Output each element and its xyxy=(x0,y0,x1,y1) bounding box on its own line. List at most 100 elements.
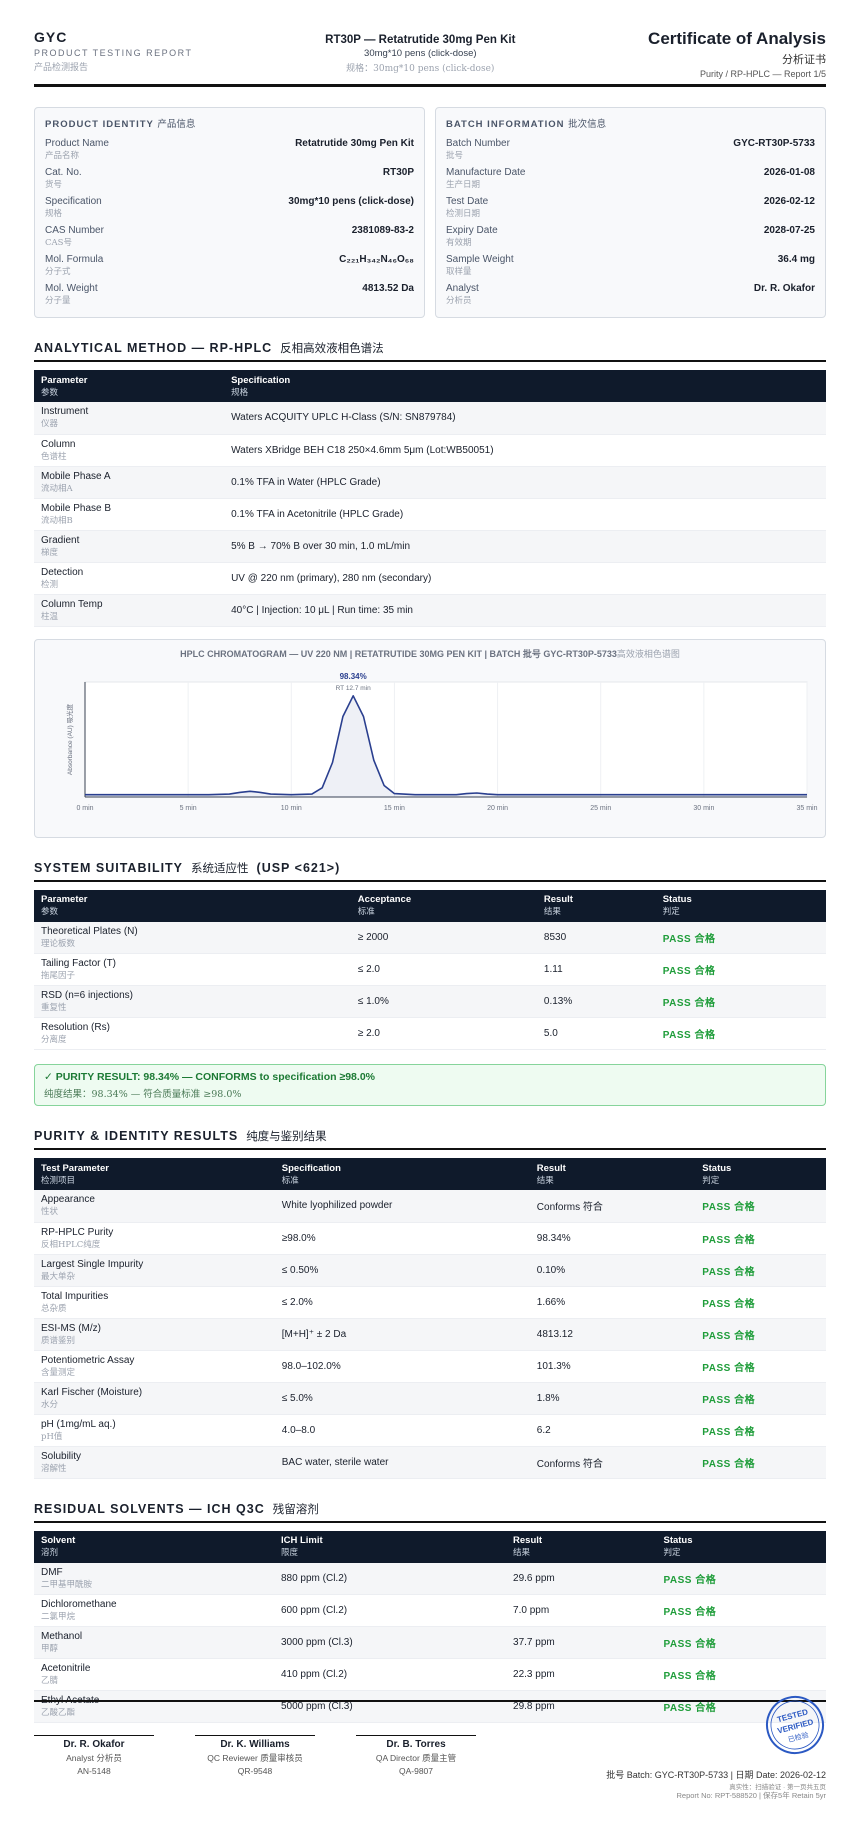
section-title-cn: 系统适应性 xyxy=(191,860,249,875)
cell-label: Total Impurities xyxy=(41,1290,109,1302)
header-cell: Parameter 参数 xyxy=(34,370,225,402)
header-cn: 结果 xyxy=(543,907,561,917)
header-row: Test Parameter 检测项目 Specification 标准 Result 结… xyxy=(34,1158,826,1190)
cell-label: ESI-MS (M/z) xyxy=(41,1322,101,1334)
status: PASS 合格 xyxy=(656,1690,826,1723)
header-cn: 标准 xyxy=(281,1175,299,1186)
cell-label: Methanol xyxy=(41,1631,83,1642)
header-cn: 判定 xyxy=(702,1175,720,1186)
y-axis-label: Absorbance (AU) 吸光度 xyxy=(65,703,74,775)
cell: Waters ACQUITY UPLC H-Class (S/N: SN8797… xyxy=(224,402,826,435)
status: PASS 合格 xyxy=(656,1658,826,1691)
x-tick-label: 30 min xyxy=(693,805,714,812)
status: PASS 合格 xyxy=(695,1190,826,1223)
cell: 98.34% xyxy=(529,1222,696,1255)
cell-label: RP-HPLC Purity xyxy=(41,1226,114,1238)
cell: Tailing Factor (T) 拖尾因子 xyxy=(34,953,351,986)
cell: Appearance 性状 xyxy=(34,1190,275,1223)
table: Parameter 参数 Specification 规格 Instrument 仪器 Wa… xyxy=(34,370,826,627)
info-value: GYC-RT30P-5733 xyxy=(733,138,815,149)
section-heading: RESIDUAL SOLVENTS — ICH Q3C 残留溶剂 xyxy=(34,1501,826,1523)
header-en: Result xyxy=(513,1535,543,1546)
cell: ≤ 0.50% xyxy=(274,1254,530,1287)
info-label-cn: 检测日期 xyxy=(446,209,481,219)
info-label-cn: 分析员 xyxy=(446,296,472,306)
cell: ≤ 5.0% xyxy=(274,1382,530,1415)
cell-label: Mobile Phase B xyxy=(41,502,112,514)
row: Potentiometric Assay 含量测定 98.0–102.0% 101.3… xyxy=(34,1350,826,1383)
document: GYC PRODUCT TESTING REPORT 产品检测报告 RT30P … xyxy=(34,29,826,1723)
section-title: SYSTEM SUITABILITY xyxy=(34,860,184,875)
cell-label-cn: 分离度 xyxy=(41,1035,67,1045)
signature-id: QR-9548 xyxy=(237,1766,273,1776)
purity-result-cn: 纯度结果：98.34% — 符合质量标准 ≥98.0% xyxy=(44,1089,242,1100)
cell-label: pH (1mg/mL aq.) xyxy=(41,1418,116,1430)
row: Detection 检测 UV @ 220 nm (primary), 280 nm… xyxy=(34,562,826,595)
status: PASS 合格 xyxy=(656,1626,826,1659)
cell: 0.1% TFA in Water (HPLC Grade) xyxy=(224,466,826,499)
cell: 7.0 ppm xyxy=(506,1594,657,1627)
doc-title-cn: 分析证书 xyxy=(781,53,826,66)
section-heading: PURITY & IDENTITY RESULTS 纯度与鉴别结果 xyxy=(34,1128,826,1150)
cell-label-cn: pH值 xyxy=(41,1431,63,1442)
row: RSD (n=6 injections) 重复性 ≤ 1.0% 0.13% PASS 合… xyxy=(34,985,826,1018)
cell: 101.3% xyxy=(529,1350,696,1383)
info-label: Specification 规格 xyxy=(45,196,102,219)
cell: ≤ 1.0% xyxy=(350,985,537,1018)
brand: GYC xyxy=(34,29,68,45)
x-tick-label: 0 min xyxy=(76,805,93,812)
cell: RP-HPLC Purity 反相HPLC纯度 xyxy=(34,1222,275,1255)
cell-label-cn: 乙酸乙酯 xyxy=(41,1708,76,1718)
cell: Detection 检测 xyxy=(34,562,225,595)
x-tick-label: 10 min xyxy=(281,805,302,812)
cell-label-cn: 溶解性 xyxy=(41,1463,67,1474)
row: Mobile Phase A 流动相A 0.1% TFA in Water (HPL… xyxy=(34,466,826,499)
section-title-cn: 残留溶剂 xyxy=(272,1501,319,1516)
chart-box: HPLC CHROMATOGRAM — UV 220 NM | RETATRUT… xyxy=(34,638,826,838)
cell: Karl Fischer (Moisture) 水分 xyxy=(34,1382,275,1415)
cell: [M+H]⁺ ± 2 Da xyxy=(274,1318,530,1351)
cell: 37.7 ppm xyxy=(506,1626,657,1659)
cell-label: Tailing Factor (T) xyxy=(41,958,117,969)
section: RESIDUAL SOLVENTS — ICH Q3C 残留溶剂 Solvent 溶剂… xyxy=(34,1501,826,1723)
cell-label: Largest Single Impurity xyxy=(41,1258,144,1270)
center-sub-cn: 规格：30mg*10 pens (click-dose) xyxy=(346,64,495,74)
purity-result: ✓ PURITY RESULT: 98.34% — CONFORMS to sp… xyxy=(34,1064,826,1106)
row: Appearance 性状 White lyophilized powder Conf… xyxy=(34,1190,826,1223)
info-label: CAS Number CAS号 xyxy=(45,225,104,248)
cell-label-cn: 二氯甲烷 xyxy=(41,1612,76,1622)
header-cn: 溶剂 xyxy=(41,1548,59,1558)
header-cell: Specification 标准 xyxy=(274,1158,530,1190)
cell: ≤ 2.0 xyxy=(350,953,537,986)
row: Resolution (Rs) 分离度 ≥ 2.0 5.0 PASS 合格 xyxy=(34,1017,826,1050)
cell: Instrument 仪器 xyxy=(34,402,225,435)
header-en: Result xyxy=(536,1162,566,1174)
cell: ≤ 2.0% xyxy=(274,1286,530,1319)
cell-label: Karl Fischer (Moisture) xyxy=(41,1386,143,1398)
header-en: Parameter xyxy=(41,374,88,386)
signature-role: QA Director 质量主管 xyxy=(375,1753,457,1763)
center-sub: 30mg*10 pens (click-dose) xyxy=(364,48,477,59)
cell: 4.0–8.0 xyxy=(274,1414,530,1447)
header-cell: Solvent 溶剂 xyxy=(34,1530,274,1563)
info-label: Expiry Date 有效期 xyxy=(446,225,498,248)
signature-name: Dr. B. Torres xyxy=(386,1739,446,1750)
row: Mobile Phase B 流动相B 0.1% TFA in Acetonitri… xyxy=(34,498,826,531)
header-cell: Status 判定 xyxy=(656,1530,826,1563)
cell-label: Instrument xyxy=(41,406,89,418)
cell: 4813.12 xyxy=(529,1318,696,1351)
header-cn: 限度 xyxy=(280,1548,298,1558)
cell: 8530 xyxy=(536,921,656,954)
x-tick-label: 25 min xyxy=(590,805,611,812)
title-block: Certificate of Analysis 分析证书 Purity / RP… xyxy=(648,29,826,84)
signature: Dr. K. Williams QC Reviewer 质量审核员 QR-9548 xyxy=(195,1735,315,1776)
cell: Column Temp 柱温 xyxy=(34,594,225,627)
header-row: Parameter 参数 Acceptance 标准 Result 结果 Status 判定 xyxy=(34,889,826,922)
header-cell: Status 判定 xyxy=(695,1158,826,1190)
info-label-cn: 规格 xyxy=(45,209,63,219)
info-label-cn: 分子式 xyxy=(45,267,71,277)
cell: BAC water, sterile water xyxy=(274,1446,530,1479)
cell: 6.2 xyxy=(529,1414,696,1447)
info-label-cn: 有效期 xyxy=(446,238,472,248)
